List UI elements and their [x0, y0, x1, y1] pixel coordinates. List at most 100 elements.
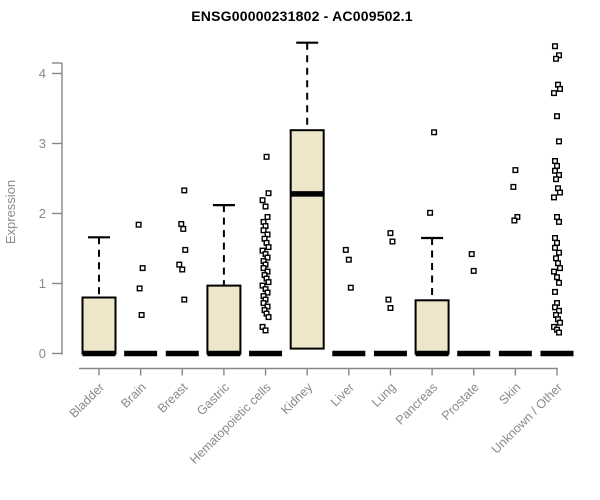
- outlier-point: [552, 255, 559, 262]
- outlier-point: [553, 113, 560, 120]
- outlier-point: [555, 138, 562, 145]
- outlier-point: [387, 230, 394, 237]
- outlier-point: [551, 167, 558, 174]
- outlier-point: [553, 274, 560, 281]
- outlier-point: [180, 225, 187, 232]
- outlier-point: [510, 183, 517, 190]
- median-pancreas: [415, 350, 449, 357]
- median-lung: [373, 350, 407, 357]
- outlier-point: [552, 55, 559, 62]
- outlier-point: [259, 197, 266, 204]
- outlier-point: [555, 279, 562, 286]
- outlier-point: [427, 209, 434, 216]
- y-axis-title: Expression: [3, 180, 18, 244]
- outlier-point: [345, 256, 352, 263]
- outlier-point: [182, 246, 189, 253]
- outlier-point: [389, 238, 396, 245]
- outlier-point: [181, 187, 188, 194]
- median-bladder: [82, 350, 116, 357]
- outlier-point: [265, 190, 272, 197]
- outlier-point: [260, 300, 267, 307]
- outlier-point: [264, 254, 271, 261]
- outlier-point: [555, 249, 562, 256]
- outlier-point: [136, 285, 143, 292]
- outlier-point: [551, 304, 558, 311]
- outlier-point: [387, 305, 394, 312]
- median-gastric: [207, 350, 241, 357]
- outlier-point: [552, 176, 559, 183]
- x-tick-label-gastric: Gastric: [194, 380, 232, 418]
- x-tick-label-lung: Lung: [369, 380, 399, 410]
- outlier-point: [262, 203, 269, 210]
- y-tick-label: 1: [39, 276, 46, 291]
- y-tick-label: 4: [39, 66, 46, 81]
- outlier-point: [179, 266, 186, 273]
- outlier-point: [551, 157, 558, 164]
- outlier-point: [342, 246, 349, 253]
- outlier-point: [260, 265, 267, 272]
- median-unknown-other: [540, 350, 574, 357]
- outlier-point: [551, 234, 558, 241]
- outlier-point: [512, 167, 519, 174]
- x-tick-label-hematopoietic-cells: Hematopoietic cells: [187, 380, 274, 467]
- outlier-point: [556, 319, 563, 326]
- chart-title: ENSG00000231802 - AC009502.1: [191, 8, 413, 24]
- box-pancreas: [414, 299, 450, 355]
- outlier-point: [550, 194, 557, 201]
- outlier-point: [263, 153, 270, 160]
- outlier-point: [555, 329, 562, 336]
- outlier-point: [176, 261, 183, 268]
- outlier-point: [556, 85, 563, 92]
- x-tick-label-liver: Liver: [328, 380, 357, 409]
- outlier-point: [550, 268, 557, 275]
- outlier-point: [347, 284, 354, 291]
- outlier-point: [511, 217, 518, 224]
- median-prostate: [457, 350, 491, 357]
- x-tick-label-skin: Skin: [496, 380, 523, 407]
- outlier-point: [431, 129, 438, 136]
- outlier-point: [138, 312, 145, 319]
- median-breast: [165, 350, 199, 357]
- outlier-point: [554, 260, 561, 267]
- box-kidney: [289, 129, 325, 350]
- outlier-point: [262, 327, 269, 334]
- outlier-point: [260, 227, 267, 234]
- box-bladder: [81, 296, 117, 355]
- box-gastric: [206, 284, 242, 355]
- outlier-point: [468, 251, 475, 258]
- outlier-point: [181, 296, 188, 303]
- outlier-point: [264, 289, 271, 296]
- y-tick-label: 3: [39, 136, 46, 151]
- outlier-point: [555, 218, 562, 225]
- outlier-point: [553, 239, 560, 246]
- median-skin: [498, 350, 532, 357]
- outlier-point: [178, 220, 185, 227]
- x-tick-label-brain: Brain: [118, 380, 149, 411]
- y-tick-label: 0: [39, 346, 46, 361]
- outlier-point: [265, 279, 272, 286]
- median-kidney: [290, 191, 324, 197]
- outlier-point: [556, 189, 563, 196]
- outlier-point: [139, 265, 146, 272]
- outlier-point: [550, 90, 557, 97]
- y-tick-label: 2: [39, 206, 46, 221]
- outlier-point: [551, 43, 558, 50]
- outlier-point: [551, 244, 558, 251]
- outlier-point: [553, 162, 560, 169]
- x-tick-label-kidney: Kidney: [278, 380, 315, 417]
- x-tick-label-breast: Breast: [155, 380, 191, 416]
- median-liver: [332, 350, 366, 357]
- median-brain: [124, 350, 158, 357]
- outlier-point: [265, 314, 272, 321]
- outlier-point: [385, 296, 392, 303]
- outlier-point: [551, 288, 558, 295]
- x-tick-label-prostate: Prostate: [439, 380, 482, 423]
- x-tick-label-pancreas: Pancreas: [393, 380, 440, 427]
- outlier-point: [135, 221, 142, 228]
- median-hematopoietic-cells: [249, 350, 283, 357]
- outlier-point: [265, 244, 272, 251]
- outlier-point: [556, 265, 563, 272]
- outlier-point: [264, 213, 271, 220]
